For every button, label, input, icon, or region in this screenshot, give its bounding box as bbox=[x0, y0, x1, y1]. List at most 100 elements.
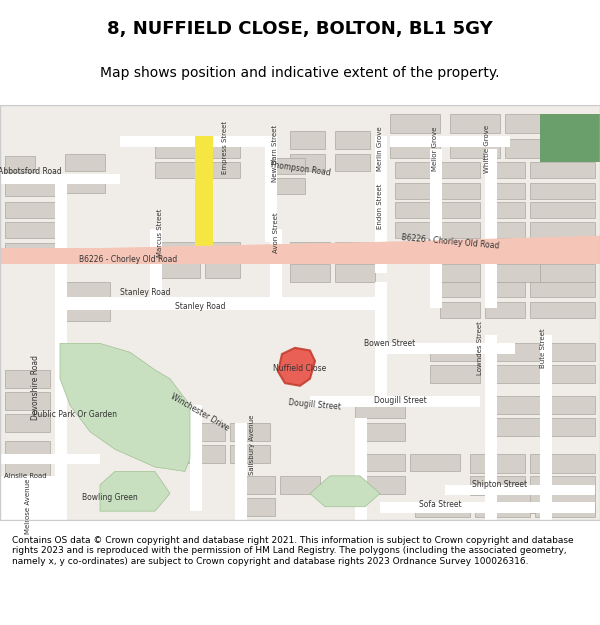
Bar bbox=[375, 136, 387, 272]
Bar bbox=[270, 178, 305, 194]
Text: Sofa Street: Sofa Street bbox=[419, 499, 461, 509]
Bar bbox=[270, 229, 282, 308]
Bar bbox=[390, 136, 510, 146]
Bar bbox=[530, 282, 595, 298]
Bar bbox=[0, 454, 100, 464]
Bar bbox=[5, 441, 50, 458]
Bar bbox=[490, 396, 540, 414]
Bar bbox=[430, 343, 480, 361]
Bar bbox=[485, 182, 525, 199]
Text: Ainslie Road: Ainslie Road bbox=[4, 473, 46, 479]
Bar bbox=[485, 149, 497, 308]
Bar bbox=[380, 503, 595, 513]
Bar bbox=[195, 136, 213, 251]
Bar bbox=[0, 174, 120, 184]
Bar bbox=[65, 176, 105, 193]
Bar bbox=[5, 414, 50, 432]
Bar bbox=[410, 454, 460, 471]
Text: Melrose Avenue: Melrose Avenue bbox=[25, 479, 31, 534]
Bar bbox=[540, 114, 600, 162]
Text: Endon Street: Endon Street bbox=[377, 184, 383, 229]
Bar bbox=[530, 182, 595, 199]
Bar bbox=[280, 476, 320, 494]
Bar bbox=[490, 264, 540, 282]
Bar bbox=[55, 174, 67, 545]
Bar bbox=[5, 156, 35, 172]
Bar bbox=[430, 366, 480, 383]
Bar bbox=[5, 180, 60, 196]
Bar bbox=[530, 454, 595, 473]
Text: Lowndes Street: Lowndes Street bbox=[477, 321, 483, 375]
Bar bbox=[155, 142, 200, 158]
Bar bbox=[310, 396, 480, 407]
Bar bbox=[490, 419, 540, 436]
Text: B6226 - Chorley Old Road: B6226 - Chorley Old Road bbox=[401, 233, 499, 251]
Bar bbox=[230, 445, 270, 462]
Bar bbox=[120, 136, 270, 146]
Text: Devonshire Road: Devonshire Road bbox=[32, 355, 41, 420]
Bar bbox=[335, 154, 370, 171]
Bar bbox=[445, 484, 595, 495]
Text: Stanley Road: Stanley Road bbox=[175, 302, 225, 311]
Bar bbox=[205, 262, 240, 278]
Text: Mellor Grove: Mellor Grove bbox=[432, 127, 438, 171]
Bar bbox=[475, 507, 530, 518]
Bar bbox=[355, 423, 405, 441]
Bar bbox=[540, 366, 595, 383]
Bar bbox=[355, 454, 405, 471]
Bar bbox=[375, 343, 515, 354]
Bar bbox=[335, 242, 375, 259]
Bar bbox=[505, 139, 585, 158]
Bar bbox=[540, 242, 595, 259]
Bar bbox=[235, 423, 247, 529]
Bar bbox=[470, 454, 525, 473]
Bar bbox=[530, 494, 595, 513]
Text: Thompson Road: Thompson Road bbox=[269, 160, 331, 177]
Bar bbox=[450, 139, 500, 158]
Bar bbox=[485, 162, 525, 178]
Bar bbox=[490, 242, 540, 259]
Bar bbox=[355, 476, 405, 494]
Polygon shape bbox=[60, 343, 190, 471]
Bar bbox=[155, 162, 200, 178]
Bar bbox=[395, 222, 435, 238]
Text: Dougill Street: Dougill Street bbox=[374, 396, 427, 405]
Text: Merlin Grove: Merlin Grove bbox=[377, 127, 383, 171]
Bar bbox=[155, 262, 200, 278]
Bar bbox=[395, 202, 435, 218]
Text: Bute Street: Bute Street bbox=[540, 328, 546, 367]
Bar bbox=[205, 242, 240, 258]
Text: Map shows position and indicative extent of the property.: Map shows position and indicative extent… bbox=[100, 66, 500, 81]
Bar bbox=[335, 131, 370, 149]
Bar bbox=[440, 162, 480, 178]
Bar bbox=[530, 162, 595, 178]
Bar bbox=[60, 304, 110, 321]
Bar bbox=[395, 162, 435, 178]
Bar bbox=[150, 229, 162, 308]
Text: Winchester Drive: Winchester Drive bbox=[169, 392, 231, 432]
Text: Nuffield Close: Nuffield Close bbox=[274, 364, 326, 372]
Text: Whittle Grove: Whittle Grove bbox=[484, 125, 490, 173]
Polygon shape bbox=[310, 476, 380, 507]
Text: Avon Street: Avon Street bbox=[273, 213, 279, 253]
Bar bbox=[205, 142, 240, 158]
Bar bbox=[155, 242, 200, 258]
Text: 8, NUFFIELD CLOSE, BOLTON, BL1 5GY: 8, NUFFIELD CLOSE, BOLTON, BL1 5GY bbox=[107, 21, 493, 38]
Text: Empress Street: Empress Street bbox=[222, 121, 228, 174]
Bar bbox=[65, 154, 105, 171]
Bar bbox=[0, 248, 600, 264]
Bar bbox=[5, 370, 50, 388]
Bar bbox=[55, 298, 385, 310]
Bar bbox=[430, 264, 480, 282]
Bar bbox=[430, 149, 442, 308]
Bar bbox=[5, 242, 60, 259]
Bar bbox=[415, 507, 470, 518]
Bar bbox=[185, 445, 225, 462]
Text: Dougill Street: Dougill Street bbox=[289, 398, 341, 412]
Text: Salisbury Avenue: Salisbury Avenue bbox=[249, 415, 255, 475]
Polygon shape bbox=[100, 471, 170, 511]
Bar bbox=[155, 423, 180, 441]
Bar bbox=[540, 334, 552, 538]
Bar bbox=[390, 114, 440, 133]
Text: Contains OS data © Crown copyright and database right 2021. This information is : Contains OS data © Crown copyright and d… bbox=[12, 536, 574, 566]
